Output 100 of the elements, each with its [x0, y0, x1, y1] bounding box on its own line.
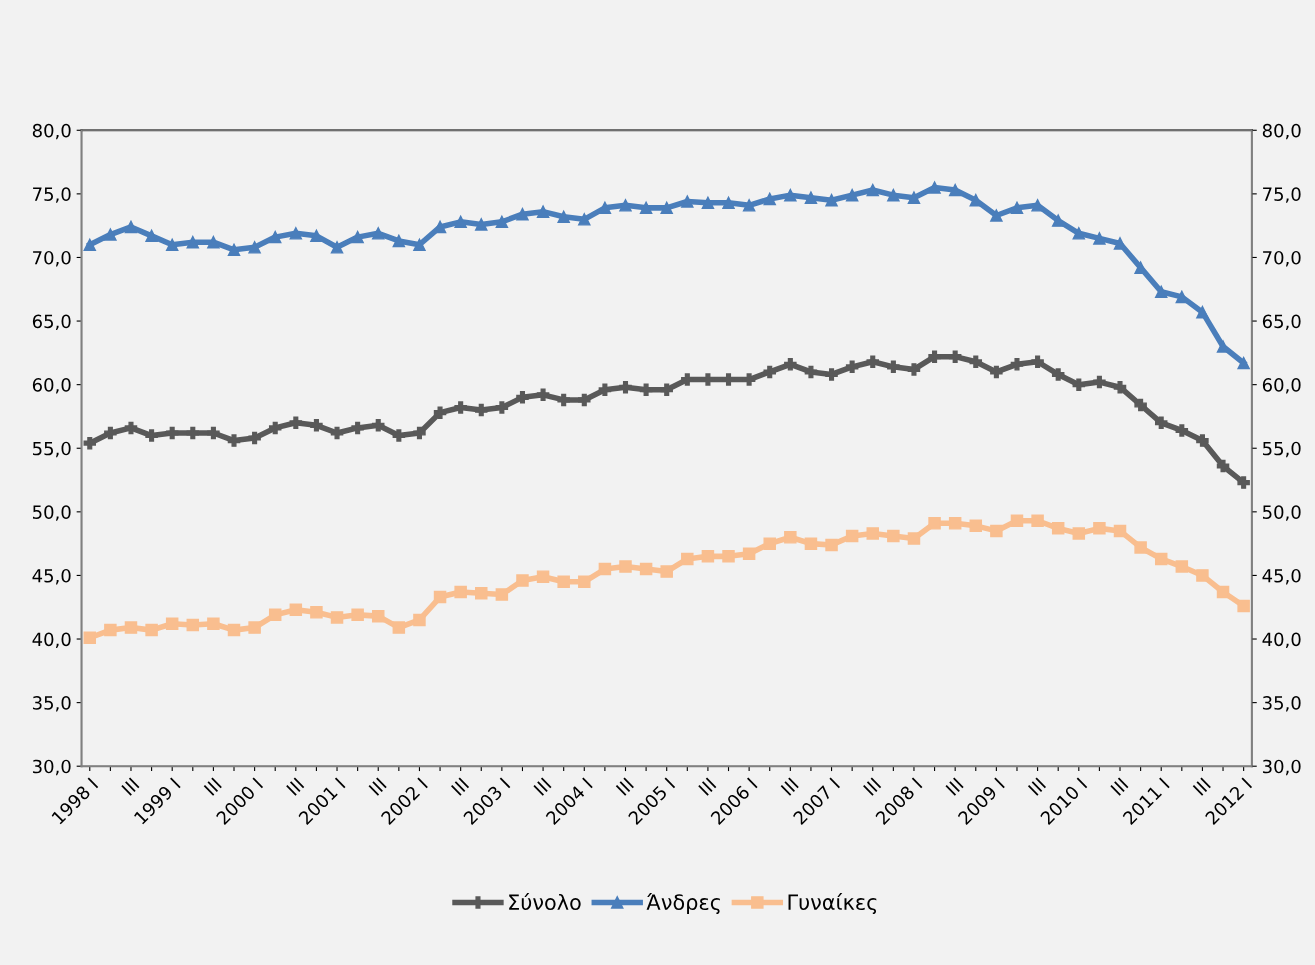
point [248, 241, 261, 254]
point [887, 188, 900, 202]
point [557, 393, 570, 407]
point [742, 199, 756, 212]
y2-tick-label: 35,0 [1262, 696, 1301, 712]
point [1093, 375, 1106, 389]
point [1175, 290, 1189, 304]
y-tick-label: 55,0 [33, 441, 71, 458]
point [928, 350, 941, 363]
point [413, 613, 426, 627]
point [763, 537, 776, 550]
y-tick-label: 50,0 [33, 505, 71, 521]
point [845, 360, 859, 374]
point [598, 201, 612, 215]
point [763, 365, 776, 379]
y2-tick-label: 40,0 [1262, 632, 1301, 648]
point [825, 193, 838, 207]
point [578, 575, 591, 589]
point [413, 426, 426, 440]
y2-tick-label: 75,0 [1263, 187, 1301, 203]
point [866, 183, 880, 197]
y-tick-label: 60,0 [32, 378, 71, 394]
point [1072, 227, 1086, 240]
point [948, 350, 962, 363]
point [763, 192, 776, 206]
point [145, 229, 158, 243]
point [742, 547, 756, 561]
point [639, 201, 653, 215]
y2-tick-label: 50,0 [1263, 505, 1301, 521]
point [1072, 527, 1086, 540]
point [887, 360, 900, 374]
point [536, 570, 550, 583]
point [536, 205, 550, 218]
y2-tick-label: 80,0 [1262, 123, 1301, 140]
point [907, 191, 921, 204]
point [227, 623, 241, 637]
point [619, 380, 632, 394]
point [990, 524, 1003, 538]
point [207, 426, 220, 440]
point [557, 575, 570, 589]
point [165, 238, 179, 251]
point [990, 209, 1003, 222]
point [371, 609, 385, 623]
point [1175, 560, 1189, 573]
point [866, 355, 880, 369]
point [598, 562, 612, 576]
point [1154, 285, 1168, 299]
point [268, 608, 282, 622]
y-tick-label: 40,0 [32, 632, 71, 648]
point [1134, 398, 1147, 412]
y-tick-label: 65,0 [32, 314, 71, 331]
point [1216, 459, 1230, 473]
point [475, 586, 488, 600]
point [804, 365, 818, 379]
legend-label: Σύνολο [509, 893, 581, 911]
point [784, 531, 797, 544]
point [351, 608, 364, 622]
point [124, 421, 138, 435]
point [310, 419, 323, 432]
point [639, 562, 653, 576]
point [351, 230, 364, 244]
point [660, 383, 673, 396]
point [536, 388, 550, 402]
point [722, 196, 735, 210]
point [1051, 214, 1065, 227]
point [433, 590, 447, 604]
point [495, 215, 509, 229]
point [1031, 514, 1044, 527]
point [804, 537, 818, 550]
point [392, 234, 406, 248]
point [186, 426, 200, 440]
point [433, 406, 447, 419]
point [1010, 201, 1024, 215]
point [186, 235, 200, 249]
y2-tick-label: 45,0 [1262, 568, 1301, 585]
legend-label: Άνδρες [646, 893, 720, 915]
point [330, 611, 344, 624]
point [1196, 434, 1209, 447]
point [681, 195, 694, 208]
point [557, 210, 570, 224]
point [1093, 522, 1106, 535]
point [83, 436, 97, 450]
point [475, 218, 488, 231]
point [248, 621, 261, 634]
point [371, 227, 385, 240]
point [392, 621, 406, 634]
point [845, 188, 859, 202]
point [784, 188, 797, 202]
point [1196, 569, 1209, 582]
point [310, 229, 323, 243]
point [268, 421, 282, 435]
point [248, 431, 261, 445]
y-tick-label: 45,0 [32, 568, 71, 585]
point [1072, 378, 1086, 391]
point [1134, 541, 1147, 554]
point [928, 181, 941, 194]
point [1010, 358, 1024, 371]
point [681, 552, 694, 566]
point [907, 363, 921, 376]
point [104, 623, 117, 637]
